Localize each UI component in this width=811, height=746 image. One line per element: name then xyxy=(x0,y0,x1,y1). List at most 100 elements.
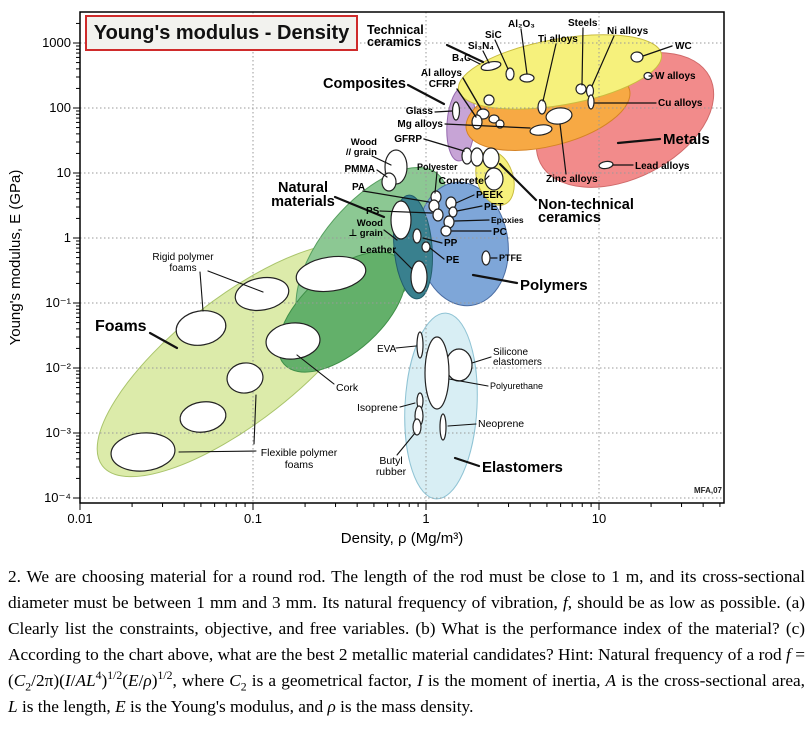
question-run: 1/2 xyxy=(157,669,173,683)
question-run: , should be as low as possible. (a) Clea… xyxy=(8,593,806,664)
question-run: is a geometrical factor, xyxy=(246,671,417,690)
leader-line xyxy=(454,219,490,222)
question-run: 2 xyxy=(25,680,32,694)
question-run: ) xyxy=(101,671,108,690)
bubble-flex-foam-2 xyxy=(179,401,227,433)
label-butyl-rubber: Butyl rubber xyxy=(376,455,407,478)
bubble-pe xyxy=(421,241,431,253)
x-axis-title: Density, ρ (Mg/m³) xyxy=(341,530,463,547)
leader-line xyxy=(296,354,335,385)
leader-line xyxy=(456,88,477,118)
question-run: is the mass density. xyxy=(335,697,474,716)
leader-line xyxy=(422,237,443,244)
leader-line xyxy=(362,190,430,203)
label-leather: Leather xyxy=(360,245,396,256)
question-run: f xyxy=(562,593,568,612)
question-run: 4 xyxy=(95,669,102,683)
label-al-alloys: Al alloys xyxy=(421,68,463,79)
bubble-ps xyxy=(432,208,444,222)
leader-line xyxy=(453,456,481,468)
bubble-mg-alloys xyxy=(529,124,553,136)
label-elastomers: Elastomers xyxy=(482,459,563,476)
leader-line xyxy=(559,123,567,175)
question-run: ρ xyxy=(327,697,336,716)
y-tick-label: 10⁻⁴ xyxy=(44,490,71,505)
leader-line xyxy=(482,50,490,64)
y-tick-label: 10 xyxy=(57,165,71,180)
bubble-ptfe xyxy=(481,250,491,266)
question-run: I xyxy=(64,671,71,690)
label-flexible-polymer-foams: Flexible polymer foams xyxy=(261,447,338,471)
label-ptfe: PTFE xyxy=(499,253,522,263)
question-run: , where xyxy=(172,671,230,690)
label-mg-alloys: Mg alloys xyxy=(397,119,443,130)
bubble-sic xyxy=(505,67,515,81)
label-glass: Glass xyxy=(406,106,434,117)
label-rigid-polymer-foams: Rigid polymer foams xyxy=(152,252,214,274)
leader-line xyxy=(178,450,257,453)
leader-line xyxy=(467,57,481,65)
leader-line xyxy=(616,137,662,145)
label-technical-ceramics: Technical ceramics xyxy=(367,23,424,49)
bubble-concrete xyxy=(484,167,504,191)
bubble-pmma xyxy=(381,172,397,192)
question-run: / xyxy=(138,671,144,690)
question-run: is the length, xyxy=(17,697,116,716)
bubble-rigid-foam-3 xyxy=(295,255,367,293)
y-tick-label: 1000 xyxy=(42,35,71,50)
label-gfrp: GFRP xyxy=(394,134,422,145)
bubble-cu-alloys xyxy=(587,94,595,110)
question-run: is the Young's modulus, and xyxy=(125,697,328,716)
bubble-flex-foam-3 xyxy=(110,432,176,472)
label-wood-parallel: Wood// grain xyxy=(346,137,377,158)
question-run: 2. We are choosing material for a round … xyxy=(8,567,805,612)
bubble-flex-foam-1 xyxy=(226,362,264,394)
label-w-alloys: W alloys xyxy=(655,71,696,82)
label-concrete: Concrete xyxy=(438,175,484,187)
question-run: 1/2 xyxy=(107,669,123,683)
leader-line xyxy=(445,43,485,64)
leader-line xyxy=(520,28,528,75)
leader-line xyxy=(393,250,413,270)
bubble-butyl xyxy=(412,418,422,436)
leader-line xyxy=(396,432,416,456)
label-metals: Metals xyxy=(663,131,710,148)
leader-line xyxy=(395,345,417,349)
x-tick-label: 0.1 xyxy=(244,511,262,526)
label-si3n4: Si₃N₄ xyxy=(468,41,494,52)
question-run: C xyxy=(13,671,26,690)
y-tick-label: 10⁻¹ xyxy=(45,295,71,310)
question-run: ( xyxy=(122,671,129,690)
label-eva: EVA xyxy=(377,344,397,355)
leader-line xyxy=(444,123,531,129)
leader-line xyxy=(462,77,482,110)
question-run: I xyxy=(416,671,423,690)
x-tick-label: 1 xyxy=(422,511,429,526)
label-polymers: Polymers xyxy=(520,277,588,294)
chart-title-box: Young's modulus - Density xyxy=(85,15,358,51)
leader-line xyxy=(253,394,257,445)
label-neoprene: Neoprene xyxy=(478,418,524,430)
label-polyester: Polyester xyxy=(417,162,458,172)
question-run: ρ xyxy=(143,671,152,690)
label-wood-perp: Wood ⊥ grain xyxy=(348,218,383,239)
bubble-ceramic xyxy=(483,94,495,106)
question-run: is the cross-sectional area, xyxy=(616,671,805,690)
bubble-polyurethane xyxy=(424,336,450,410)
leader-line xyxy=(399,402,416,408)
leader-line xyxy=(333,195,386,219)
label-epoxies: Epoxies xyxy=(491,215,524,225)
label-al2o3: Al₂O₃ xyxy=(508,19,535,30)
question-run: A xyxy=(605,671,617,690)
y-tick-label: 100 xyxy=(49,100,71,115)
bubble-silicone xyxy=(445,348,473,382)
bubble-cfrp xyxy=(471,114,483,130)
label-pe: PE xyxy=(446,255,460,266)
y-axis-title: Young's modulus, E (GPa) xyxy=(7,170,24,346)
bubble-leather xyxy=(410,260,428,294)
plot-frame xyxy=(79,11,725,504)
leader-line xyxy=(447,423,477,427)
question-run: C xyxy=(229,671,241,690)
leader-line xyxy=(455,194,475,204)
bubble-pp xyxy=(412,228,422,244)
